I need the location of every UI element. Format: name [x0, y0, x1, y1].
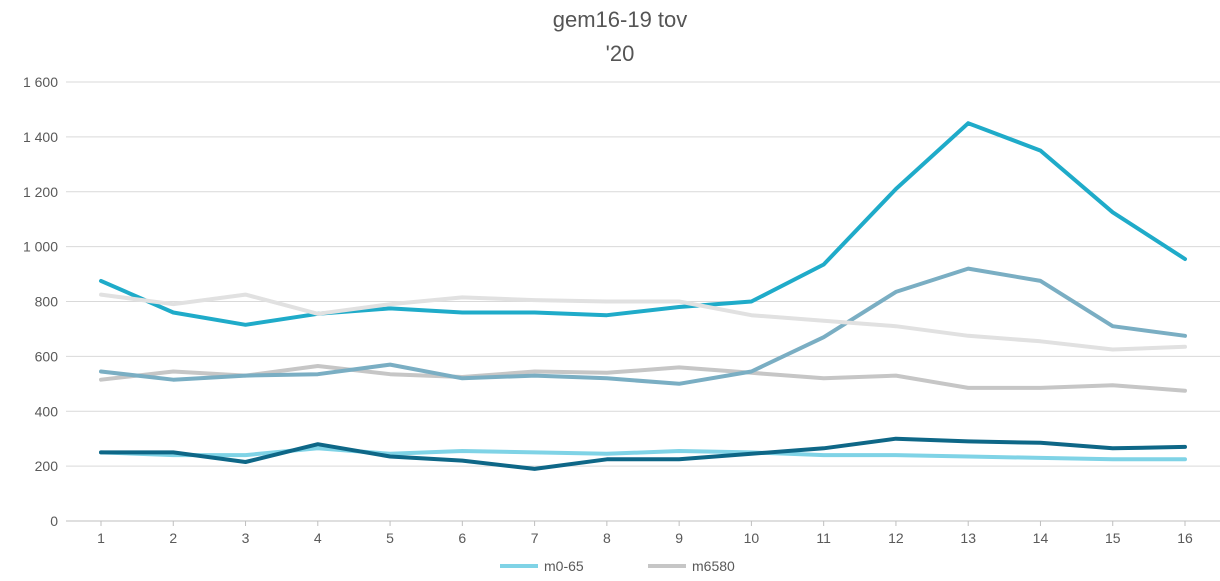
x-axis-ticks: 1 2 3 4 5 6 7 8 9 10 11 12 13 14 15 16	[97, 521, 1193, 546]
y-axis-ticks: 0 200 400 600 800 1 000 1 200 1 400 1 600	[23, 74, 58, 529]
y-tick-label: 400	[35, 403, 59, 419]
x-tick-label: 8	[603, 530, 611, 546]
x-tick-label: 10	[744, 530, 760, 546]
series-lines	[99, 121, 1187, 471]
x-tick-label: 16	[1177, 530, 1193, 546]
y-tick-label: 200	[35, 458, 59, 474]
x-tick-label: 15	[1105, 530, 1121, 546]
x-tick-label: 11	[816, 530, 831, 546]
x-tick-label: 7	[531, 530, 539, 546]
x-tick-label: 1	[97, 530, 105, 546]
y-tick-label: 0	[50, 513, 58, 529]
y-tick-label: 600	[35, 348, 59, 364]
series-line-6	[99, 436, 1187, 471]
legend-label: m6580	[692, 558, 735, 574]
x-tick-label: 6	[458, 530, 466, 546]
x-tick-label: 3	[242, 530, 250, 546]
y-tick-label: 800	[35, 294, 59, 310]
legend-label: m0-65	[544, 558, 584, 574]
chart-subtitle: '20	[606, 41, 635, 66]
series-line-5	[99, 292, 1187, 352]
chart-title: gem16-19 tov	[553, 7, 688, 32]
x-tick-label: 4	[314, 530, 322, 546]
x-tick-label: 5	[386, 530, 394, 546]
y-tick-label: 1 200	[23, 184, 58, 200]
x-tick-label: 14	[1033, 530, 1049, 546]
legend: m0-65 m6580	[500, 558, 735, 574]
series-line-3	[99, 121, 1187, 327]
x-tick-label: 9	[675, 530, 683, 546]
x-tick-label: 2	[169, 530, 177, 546]
x-tick-label: 13	[960, 530, 976, 546]
series-line-2	[99, 364, 1187, 393]
y-tick-label: 1 400	[23, 129, 58, 145]
y-tick-label: 1 000	[23, 239, 58, 255]
series-line-4	[99, 266, 1187, 386]
x-tick-label: 12	[888, 530, 904, 546]
y-tick-label: 1 600	[23, 74, 58, 90]
